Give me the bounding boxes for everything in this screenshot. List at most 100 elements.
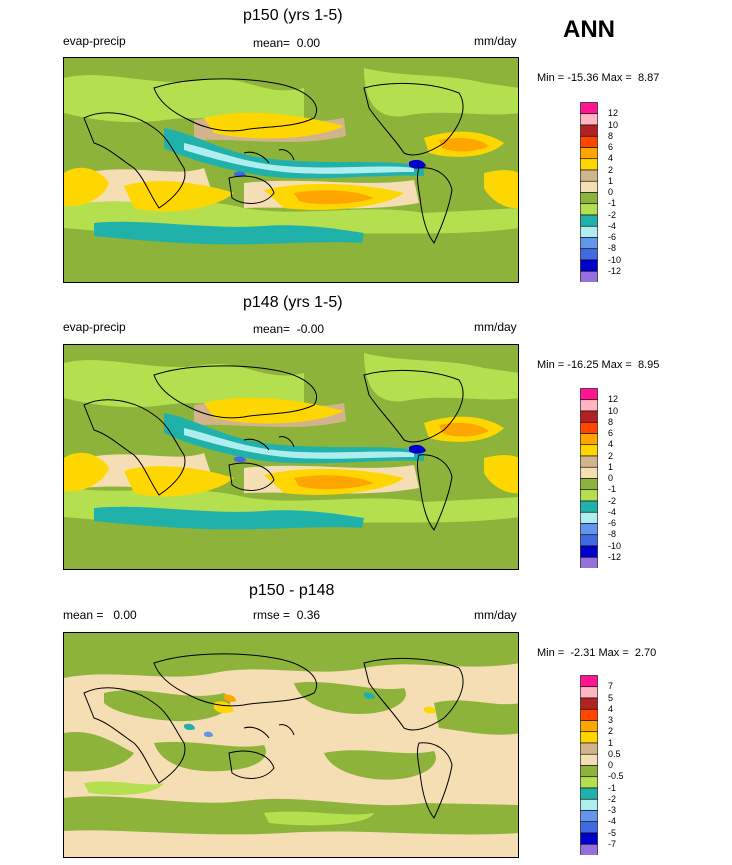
panel-2-map: [63, 344, 519, 570]
colorbar-swatch: [580, 720, 598, 733]
colorbar-tick-label: 7: [608, 681, 614, 692]
colorbar-tick-label: 0.5: [608, 748, 621, 759]
colorbar-swatch: [580, 776, 598, 789]
colorbar-tick-label: -12: [608, 551, 622, 562]
colorbar-swatch: [580, 102, 598, 115]
colorbar-swatch: [580, 203, 598, 216]
colorbar-tick-label: -2: [608, 209, 617, 220]
colorbar-tick-label: -12: [608, 265, 622, 276]
colorbar-tick-label: -8: [608, 243, 617, 254]
colorbar-tick-label: -8: [608, 529, 617, 540]
colorbar-swatch: [580, 147, 598, 160]
panel-3-colorbar: [580, 675, 598, 860]
panel-1-units: mm/day: [474, 34, 517, 48]
colorbar-tick-label: 2: [608, 726, 614, 737]
colorbar-swatch: [580, 192, 598, 205]
colorbar-swatch: [580, 731, 598, 744]
panel-1-title: p150 (yrs 1-5): [243, 7, 343, 24]
colorbar-swatch: [580, 832, 598, 845]
colorbar-tick-label: -0.5: [608, 771, 624, 782]
colorbar-swatch: [580, 135, 598, 148]
panel-2-mean: mean= -0.00: [253, 322, 325, 336]
colorbar-swatch: [580, 248, 598, 261]
season-label: ANN: [563, 16, 615, 43]
colorbar-swatch: [580, 708, 598, 721]
colorbar-swatch: [580, 433, 598, 446]
panel-1-map: [63, 57, 519, 283]
panel-3-rmse: rmse = 0.36: [253, 608, 321, 622]
colorbar-tick-label: 12: [608, 108, 619, 119]
colorbar-tick-label: 2: [608, 450, 614, 461]
colorbar-swatch: [580, 675, 598, 688]
colorbar-swatch: [580, 500, 598, 513]
colorbar-tick-label: -10: [608, 540, 622, 551]
colorbar-tick-label: 12: [608, 394, 619, 405]
colorbar-tick-label: -1: [608, 484, 617, 495]
colorbar-swatch: [580, 410, 598, 423]
colorbar-tick-label: -3: [608, 805, 617, 815]
panel-1-minmax: Min = -15.36 Max = 8.87: [537, 72, 660, 84]
colorbar-swatch: [580, 511, 598, 524]
colorbar-swatch: [580, 742, 598, 755]
panel-2-variable-label: evap-precip: [63, 320, 126, 334]
colorbar-swatch: [580, 697, 598, 710]
colorbar-swatch: [580, 765, 598, 778]
colorbar-tick-label: -6: [608, 518, 617, 528]
colorbar-tick-label: 0: [608, 760, 614, 770]
panel-3-units: mm/day: [474, 608, 517, 622]
colorbar-swatch: [580, 534, 598, 547]
panel-2-title: p148 (yrs 1-5): [243, 294, 343, 311]
colorbar-swatch: [580, 821, 598, 834]
colorbar-tick-label: 0: [608, 187, 614, 197]
colorbar-swatch: [580, 237, 598, 250]
colorbar-swatch: [580, 556, 598, 569]
panel-2-colorbar: [580, 388, 598, 573]
colorbar-swatch: [580, 489, 598, 502]
colorbar-swatch: [580, 753, 598, 766]
panel-3-mean: mean = 0.00: [63, 608, 137, 622]
colorbar-tick-label: -4: [608, 506, 617, 517]
panel-1-variable-label: evap-precip: [63, 34, 126, 48]
colorbar-swatch: [580, 158, 598, 171]
panel-1-colorbar: [580, 102, 598, 287]
panel-2-units: mm/day: [474, 320, 517, 334]
colorbar-tick-label: -1: [608, 198, 617, 209]
panel-3-title: p150 - p148: [249, 582, 335, 599]
colorbar-tick-label: 1: [608, 461, 614, 472]
colorbar-tick-label: 1: [608, 175, 614, 186]
colorbar-tick-label: 4: [608, 153, 614, 164]
colorbar-swatch: [580, 399, 598, 412]
colorbar-tick-label: 8: [608, 416, 614, 427]
panel-2-colorbar-swatches: [580, 388, 598, 569]
colorbar-tick-label: 6: [608, 428, 614, 438]
colorbar-tick-label: 4: [608, 703, 614, 714]
colorbar-swatch: [580, 798, 598, 811]
colorbar-swatch: [580, 225, 598, 238]
colorbar-tick-label: 10: [608, 405, 619, 416]
panel-2-map-field: [64, 345, 518, 569]
colorbar-swatch: [580, 113, 598, 126]
colorbar-tick-label: -7: [608, 838, 617, 849]
colorbar-swatch: [580, 545, 598, 558]
colorbar-tick-label: 1: [608, 737, 614, 748]
colorbar-tick-label: -5: [608, 827, 617, 838]
colorbar-tick-label: 3: [608, 715, 614, 725]
panel-3-map-field: [64, 633, 518, 857]
colorbar-swatch: [580, 686, 598, 699]
colorbar-swatch: [580, 787, 598, 800]
colorbar-tick-label: 0: [608, 473, 614, 483]
colorbar-tick-label: -4: [608, 220, 617, 231]
colorbar-swatch: [580, 523, 598, 536]
colorbar-swatch: [580, 169, 598, 182]
colorbar-tick-label: 2: [608, 164, 614, 175]
colorbar-tick-label: 10: [608, 119, 619, 130]
colorbar-swatch: [580, 180, 598, 193]
colorbar-tick-label: -2: [608, 793, 617, 804]
panel-3-map: [63, 632, 519, 858]
colorbar-tick-label: 4: [608, 439, 614, 450]
colorbar-swatch: [580, 259, 598, 272]
colorbar-swatch: [580, 444, 598, 457]
colorbar-tick-label: 6: [608, 142, 614, 152]
panel-2-minmax: Min = -16.25 Max = 8.95: [537, 359, 660, 371]
colorbar-tick-label: 8: [608, 130, 614, 141]
